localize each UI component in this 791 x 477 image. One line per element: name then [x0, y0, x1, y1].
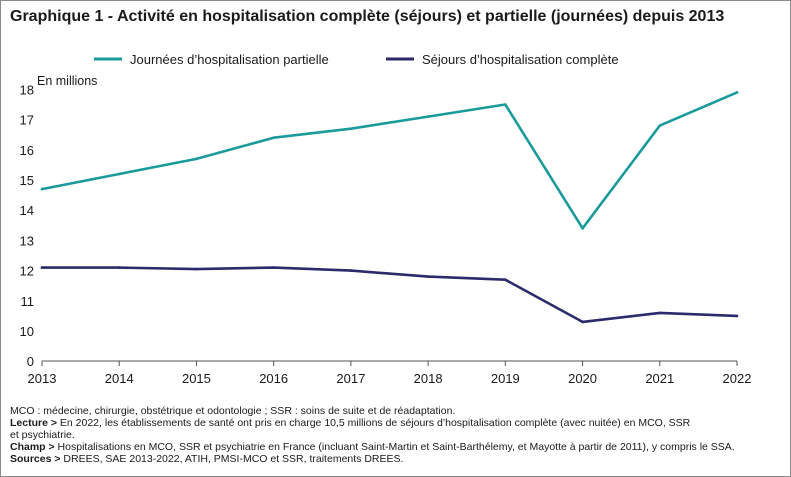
x-tick-label: 2019: [491, 371, 520, 386]
series-line-partielle: [40, 91, 739, 230]
data-point-partielle: [40, 187, 44, 191]
data-point-complete: [40, 266, 44, 269]
data-point-partielle: [504, 103, 507, 106]
note-champ-label: Champ >: [10, 441, 55, 453]
note-lecture: Lecture > En 2022, les établissements de…: [10, 417, 780, 429]
data-point-partielle: [735, 91, 739, 94]
x-tick-label: 2018: [414, 371, 443, 386]
note-champ: Champ > Hospitalisations en MCO, SSR et …: [10, 441, 780, 453]
y-axis-unit-label: En millions: [37, 74, 97, 88]
y-tick-label: 18: [20, 82, 34, 97]
data-point-partielle: [349, 127, 353, 130]
chart-notes: MCO : médecine, chirurgie, obstétrique e…: [10, 405, 780, 465]
note-sources: Sources > DREES, SAE 2013-2022, ATIH, PM…: [10, 453, 780, 465]
x-tick-label: 2021: [645, 371, 674, 386]
data-point-complete: [735, 314, 739, 318]
series-layer: [40, 91, 739, 324]
note-lecture-label: Lecture >: [10, 417, 57, 429]
y-tick-label: 17: [20, 113, 34, 128]
note-champ-text: Hospitalisations en MCO, SSR et psychiat…: [54, 441, 735, 453]
data-point-complete: [117, 266, 121, 269]
y-tick-label: 11: [21, 294, 35, 309]
legend: Journées d’hospitalisation partielle Séj…: [94, 52, 619, 67]
data-point-complete: [426, 275, 430, 278]
x-tick-label: 2014: [105, 371, 134, 386]
data-point-partielle: [581, 227, 584, 230]
note-mco: MCO : médecine, chirurgie, obstétrique e…: [10, 405, 456, 417]
data-point-complete: [581, 320, 584, 324]
chart-title: Graphique 1 - Activité en hospitalisatio…: [10, 8, 725, 25]
legend-label-complete: Séjours d’hospitalisation complète: [422, 52, 619, 67]
note-lecture-text-1: En 2022, les établissements de santé ont…: [56, 417, 691, 429]
series-line-complete: [40, 266, 739, 324]
x-tick-label: 2017: [336, 371, 365, 386]
data-point-partielle: [658, 124, 662, 127]
y-tick-label: 10: [20, 324, 34, 339]
data-point-complete: [658, 311, 662, 315]
y-tick-label: 12: [20, 264, 34, 279]
line-chart: Journées d’hospitalisation partielle Séj…: [20, 52, 752, 386]
data-point-complete: [272, 266, 275, 269]
axes: 0 10 11 12 13 14 15 16 17 18 2013 2014 2015 2016 2017 2…: [20, 82, 752, 386]
y-tick-label: 15: [20, 173, 34, 188]
data-point-partielle: [426, 115, 430, 118]
x-tick-label: 2022: [723, 371, 752, 386]
x-tick-label: 2013: [28, 371, 57, 386]
x-tick-label: 2020: [568, 371, 597, 386]
data-point-partielle: [117, 172, 121, 176]
note-sources-label: Sources >: [10, 453, 61, 465]
legend-label-partielle: Journées d’hospitalisation partielle: [130, 52, 329, 67]
note-lecture-text-2: et psychiatrie.: [10, 429, 75, 441]
data-point-partielle: [272, 136, 275, 140]
y-tick-label: 14: [20, 203, 34, 218]
data-point-complete: [504, 278, 507, 281]
data-point-partielle: [195, 157, 198, 161]
data-point-complete: [195, 267, 198, 271]
x-tick-label: 2016: [259, 371, 288, 386]
y-tick-label: 0: [27, 354, 34, 369]
data-point-complete: [349, 269, 353, 272]
note-sources-text: DREES, SAE 2013-2022, ATIH, PMSI-MCO et …: [60, 453, 404, 465]
x-tick-label: 2015: [182, 371, 211, 386]
y-tick-label: 16: [20, 143, 34, 158]
y-tick-label: 13: [20, 233, 34, 248]
